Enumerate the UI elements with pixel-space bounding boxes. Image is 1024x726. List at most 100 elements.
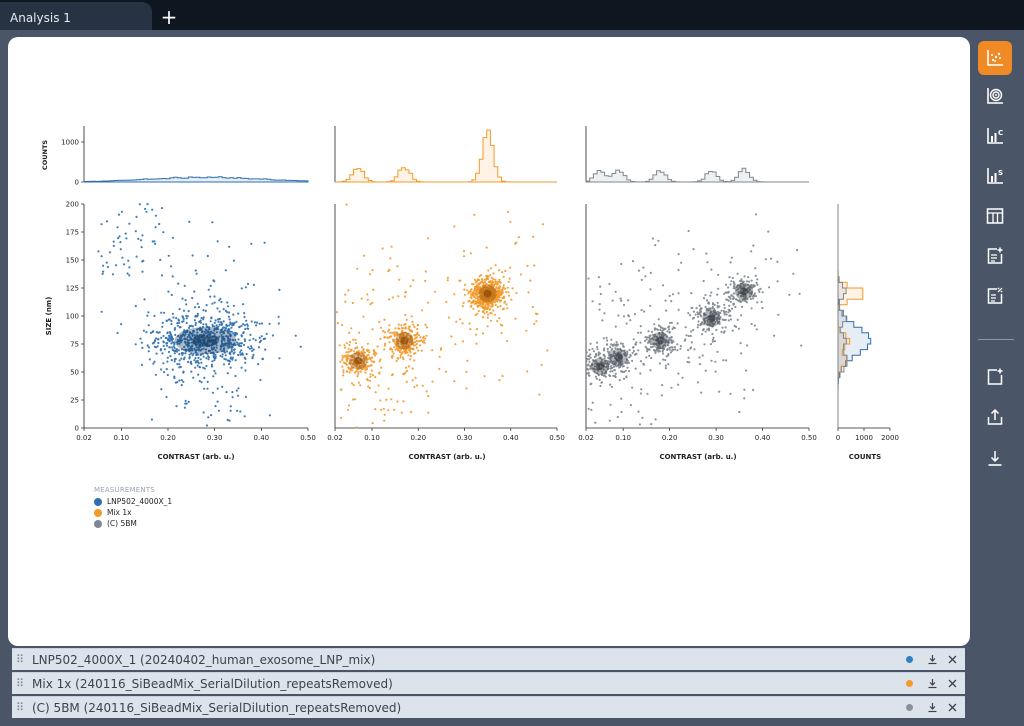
- data-point: [162, 341, 165, 344]
- measurement-row[interactable]: ⠿ Mix 1x (240116_SiBeadMix_SerialDilutio…: [12, 672, 965, 694]
- table-view-button[interactable]: [978, 199, 1012, 233]
- legend-item[interactable]: LNP502_4000X_1: [94, 496, 172, 507]
- data-point: [368, 351, 371, 354]
- measurement-row[interactable]: ⠿ LNP502_4000X_1 (20240402_human_exosome…: [12, 648, 965, 670]
- add-tab-icon[interactable]: +: [160, 5, 178, 29]
- side-x-axis-label: COUNTS: [849, 453, 881, 461]
- drag-handle-icon[interactable]: ⠿: [16, 677, 24, 690]
- data-point: [141, 346, 144, 349]
- close-icon[interactable]: [945, 701, 959, 715]
- data-point: [473, 300, 476, 303]
- data-point: [740, 305, 744, 308]
- data-point: [183, 356, 186, 359]
- data-point: [631, 260, 635, 263]
- drag-handle-icon[interactable]: ⠿: [16, 701, 24, 714]
- data-point: [715, 316, 718, 320]
- data-point: [207, 326, 210, 329]
- data-point: [515, 291, 518, 295]
- data-point: [222, 320, 225, 323]
- data-point: [176, 322, 179, 325]
- add-panel-button[interactable]: [978, 360, 1012, 394]
- data-point: [357, 349, 360, 353]
- data-point: [351, 301, 354, 305]
- data-point: [213, 359, 216, 362]
- data-point: [482, 310, 485, 313]
- data-point: [706, 299, 709, 302]
- drag-handle-icon[interactable]: ⠿: [16, 653, 24, 666]
- data-point: [610, 385, 614, 388]
- close-icon[interactable]: [945, 653, 959, 667]
- legend-item[interactable]: (C) 5BM: [94, 518, 172, 529]
- download-icon[interactable]: [925, 653, 939, 667]
- scatter-plot-button[interactable]: [978, 41, 1012, 75]
- add-note-button[interactable]: [978, 239, 1012, 273]
- data-point: [740, 278, 743, 281]
- data-point: [472, 307, 475, 310]
- data-point: [402, 333, 405, 336]
- data-point: [687, 356, 690, 359]
- legend-item[interactable]: Mix 1x: [94, 507, 172, 518]
- data-point: [609, 346, 612, 349]
- x-tick-label: 0.20: [662, 434, 678, 442]
- data-point: [181, 353, 184, 356]
- data-point: [588, 360, 591, 363]
- data-point: [619, 347, 622, 350]
- data-point: [166, 356, 169, 359]
- ring-chart-button[interactable]: [978, 79, 1012, 113]
- data-point: [773, 334, 776, 337]
- data-point: [699, 307, 702, 310]
- percent-note-button[interactable]: [978, 279, 1012, 313]
- data-point: [383, 336, 386, 339]
- data-point: [209, 295, 212, 298]
- data-point: [500, 293, 503, 296]
- download-icon[interactable]: [925, 677, 939, 691]
- data-point: [718, 390, 721, 393]
- download-button[interactable]: [978, 441, 1012, 475]
- data-point: [199, 319, 202, 322]
- data-point: [190, 370, 193, 373]
- data-point: [220, 300, 223, 304]
- data-point: [348, 343, 351, 347]
- data-point: [380, 326, 383, 329]
- data-point: [655, 342, 658, 345]
- measurement-row[interactable]: ⠿ (C) 5BM (240116_SiBeadMix_SerialDiluti…: [12, 696, 965, 718]
- data-point: [245, 319, 248, 322]
- data-point: [237, 387, 240, 390]
- data-point: [719, 311, 722, 315]
- data-point: [668, 330, 671, 334]
- data-point: [608, 351, 611, 354]
- data-point: [352, 359, 355, 362]
- data-point: [740, 295, 743, 298]
- data-point: [169, 355, 172, 358]
- size-histogram-button[interactable]: S: [978, 159, 1012, 193]
- data-point: [729, 283, 732, 286]
- data-point: [396, 347, 399, 350]
- data-point: [215, 331, 218, 334]
- download-icon[interactable]: [925, 701, 939, 715]
- data-point: [410, 411, 413, 414]
- share-button[interactable]: [978, 400, 1012, 434]
- data-point: [752, 388, 755, 391]
- download-icon: [988, 451, 1002, 466]
- data-point: [687, 312, 690, 315]
- data-point: [412, 323, 415, 326]
- data-point: [395, 333, 398, 336]
- data-point: [201, 352, 204, 355]
- data-point: [657, 349, 660, 352]
- data-point: [634, 367, 637, 370]
- data-point: [505, 303, 508, 306]
- data-point: [203, 376, 206, 379]
- data-point: [752, 285, 755, 288]
- data-point: [493, 301, 496, 304]
- data-point: [723, 318, 726, 322]
- close-icon[interactable]: [945, 677, 959, 691]
- data-point: [173, 327, 177, 330]
- data-point: [609, 370, 612, 373]
- data-point: [219, 331, 222, 334]
- data-point: [228, 345, 231, 348]
- data-point: [154, 373, 157, 376]
- data-point: [485, 283, 488, 286]
- counts-histogram-button[interactable]: C: [978, 119, 1012, 153]
- data-point: [185, 402, 188, 405]
- data-point: [492, 278, 495, 281]
